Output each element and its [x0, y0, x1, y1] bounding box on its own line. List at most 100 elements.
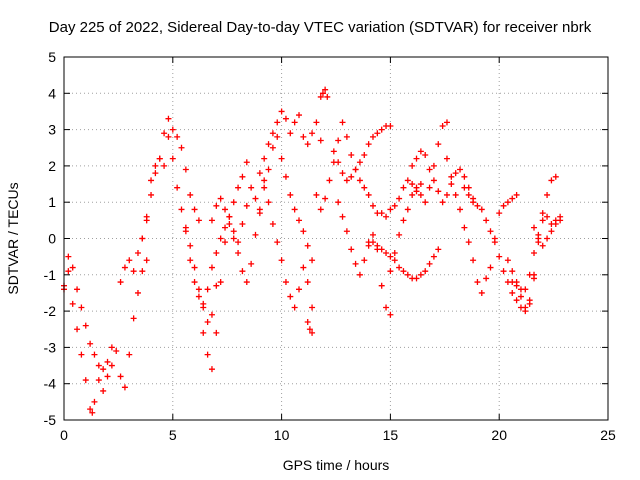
data-point	[552, 173, 559, 180]
data-point	[396, 264, 403, 271]
data-point	[348, 246, 355, 253]
data-point	[309, 329, 316, 336]
data-point	[387, 268, 394, 275]
data-point	[504, 199, 511, 206]
data-point	[452, 191, 459, 198]
data-point	[391, 250, 398, 257]
data-point	[91, 398, 98, 405]
data-points	[61, 86, 564, 416]
data-point	[313, 191, 320, 198]
data-point	[89, 409, 96, 416]
data-point	[187, 242, 194, 249]
data-point	[343, 133, 350, 140]
data-point	[152, 162, 159, 169]
data-point	[391, 202, 398, 209]
data-point	[200, 329, 207, 336]
data-point	[361, 257, 368, 264]
series-13	[304, 86, 331, 336]
data-point	[126, 351, 133, 358]
data-point	[261, 155, 268, 162]
data-point	[213, 250, 220, 257]
data-point	[95, 377, 102, 384]
data-point	[222, 206, 229, 213]
data-point	[291, 119, 298, 126]
data-point	[548, 177, 555, 184]
data-point	[457, 206, 464, 213]
data-point	[417, 181, 424, 188]
data-point	[387, 206, 394, 213]
data-point	[274, 239, 281, 246]
data-point	[287, 293, 294, 300]
data-point	[422, 199, 429, 206]
series-4	[117, 155, 168, 286]
data-point	[191, 279, 198, 286]
y-tick-label: -5	[44, 412, 57, 428]
data-point	[322, 86, 329, 93]
grid-lines	[64, 57, 608, 420]
data-point	[269, 144, 276, 151]
data-point	[178, 144, 185, 151]
data-point	[474, 279, 481, 286]
x-tick-label: 20	[491, 427, 507, 443]
data-point	[443, 119, 450, 126]
data-point	[243, 202, 250, 209]
series-7	[200, 159, 250, 373]
data-point	[339, 213, 346, 220]
data-point	[430, 162, 437, 169]
data-point	[213, 202, 220, 209]
data-point	[222, 239, 229, 246]
data-point	[417, 148, 424, 155]
data-point	[326, 177, 333, 184]
data-point	[248, 260, 255, 267]
data-point	[78, 351, 85, 358]
data-point	[513, 297, 520, 304]
data-point	[208, 264, 215, 271]
series-16	[335, 199, 394, 318]
data-point	[195, 293, 202, 300]
data-point	[278, 155, 285, 162]
data-point	[304, 141, 311, 148]
data-point	[169, 126, 176, 133]
data-point	[509, 195, 516, 202]
data-point	[378, 282, 385, 289]
data-point	[348, 152, 355, 159]
data-point	[87, 406, 94, 413]
data-point	[148, 177, 155, 184]
data-point	[365, 191, 372, 198]
series-11	[261, 177, 316, 311]
data-point	[526, 297, 533, 304]
data-point	[509, 268, 516, 275]
data-point	[496, 210, 503, 217]
data-point	[383, 250, 390, 257]
data-point	[369, 231, 376, 238]
data-point	[435, 141, 442, 148]
data-point	[82, 377, 89, 384]
series-10	[256, 108, 324, 177]
data-point	[422, 152, 429, 159]
series-25	[531, 217, 564, 249]
data-point	[409, 191, 416, 198]
data-point	[465, 191, 472, 198]
x-tick-label: 0	[60, 427, 68, 443]
data-point	[404, 206, 411, 213]
data-point	[217, 235, 224, 242]
data-point	[374, 130, 381, 137]
data-point	[474, 202, 481, 209]
data-point	[544, 191, 551, 198]
data-point	[291, 206, 298, 213]
data-point	[369, 133, 376, 140]
data-point	[252, 231, 259, 238]
data-point	[117, 373, 124, 380]
data-point	[278, 257, 285, 264]
data-point	[226, 213, 233, 220]
series-3	[100, 257, 150, 394]
series-21	[443, 155, 520, 296]
data-point	[374, 242, 381, 249]
data-point	[306, 326, 313, 333]
data-point	[261, 184, 268, 191]
data-point	[539, 242, 546, 249]
data-point	[500, 202, 507, 209]
data-point	[324, 93, 331, 100]
data-point	[256, 206, 263, 213]
